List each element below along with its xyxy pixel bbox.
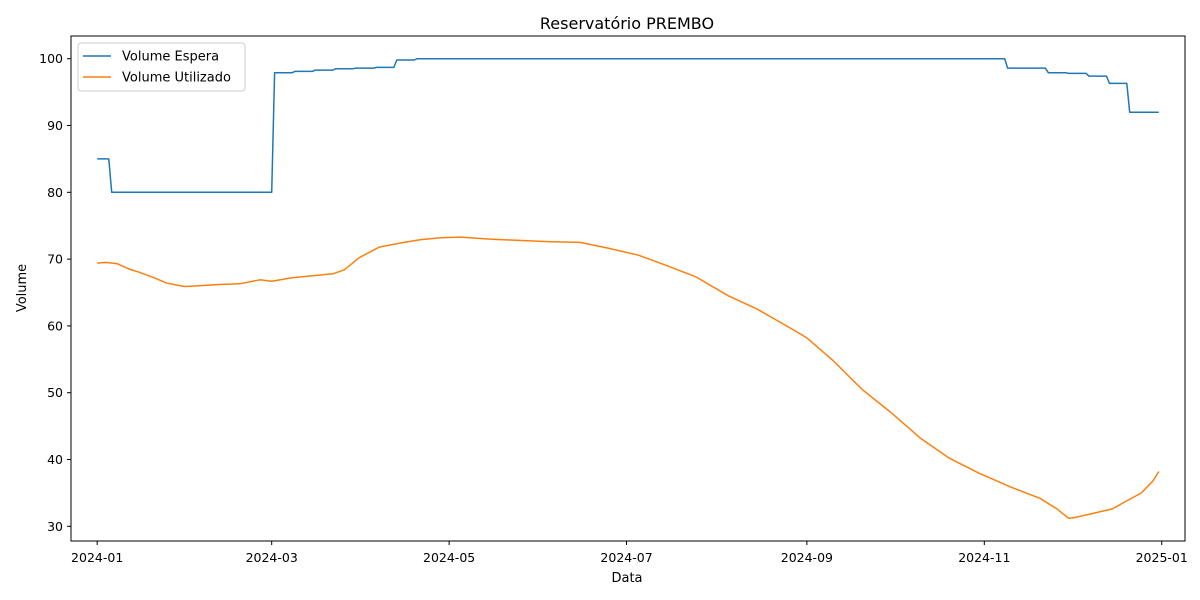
series-line-1 bbox=[97, 236, 1160, 520]
y-tick-label: 80 bbox=[47, 185, 63, 200]
y-tick-label: 30 bbox=[47, 519, 63, 534]
x-tick-label: 2024-05 bbox=[423, 550, 475, 565]
x-tick-label: 2024-03 bbox=[246, 550, 298, 565]
legend-label: Volume Utilizado bbox=[122, 71, 231, 86]
legend-box bbox=[77, 42, 246, 92]
y-tick-label: 70 bbox=[47, 252, 63, 267]
x-axis: 2024-01 2024-03 2024-05 2024-07 2024-09 2024-… bbox=[71, 541, 1188, 565]
x-tick-label: 2024-11 bbox=[958, 550, 1010, 565]
x-tick-label: 2024-07 bbox=[600, 550, 652, 565]
y-tick-label: 50 bbox=[47, 385, 63, 400]
x-axis-label: Data bbox=[611, 571, 642, 586]
x-tick-label: 2024-01 bbox=[71, 550, 123, 565]
plot-area bbox=[97, 57, 1160, 520]
y-axis: 30 40 50 60 70 80 90 100 bbox=[39, 51, 71, 534]
plot-frame bbox=[70, 35, 1186, 542]
x-tick-label: 2024-09 bbox=[781, 550, 833, 565]
series-line-0 bbox=[97, 57, 1159, 194]
legend: Volume Espera Volume Utilizado bbox=[77, 42, 246, 92]
y-tick-label: 100 bbox=[39, 51, 63, 66]
legend-label: Volume Espera bbox=[122, 50, 219, 65]
y-axis-label: Volume bbox=[15, 264, 30, 312]
chart-title: Reservatório PREMBO bbox=[540, 14, 714, 33]
x-tick-label: 2025-01 bbox=[1136, 550, 1188, 565]
y-tick-label: 40 bbox=[47, 452, 63, 467]
y-tick-label: 90 bbox=[47, 118, 63, 133]
y-tick-label: 60 bbox=[47, 318, 63, 333]
